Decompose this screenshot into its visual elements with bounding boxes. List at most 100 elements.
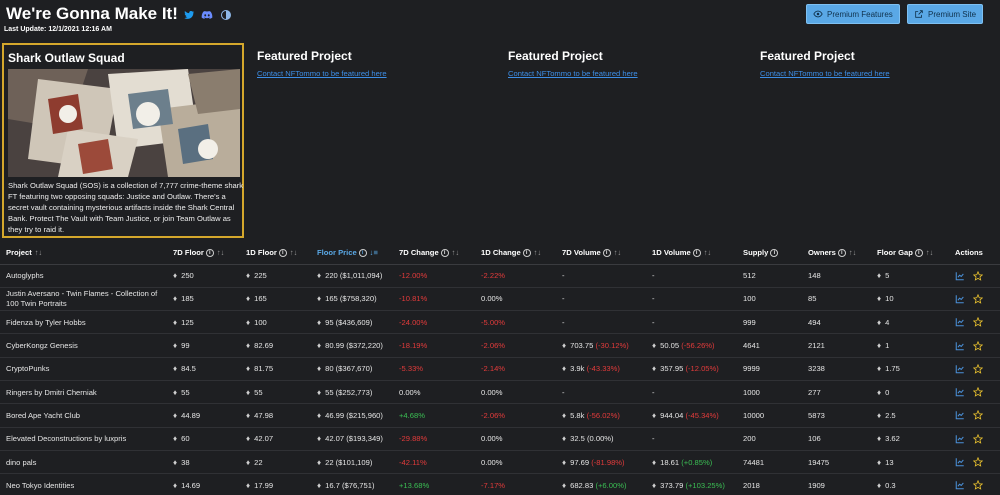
featured-contact-link[interactable]: Contact NFTommo to be featured here [508, 69, 638, 78]
eth-icon: ♦ [877, 294, 882, 304]
chart-icon[interactable] [955, 317, 965, 327]
chart-icon[interactable] [955, 457, 965, 467]
change-7d: +13.68% [393, 473, 475, 495]
discord-icon[interactable] [201, 9, 213, 21]
table-row[interactable]: Justin Aversano - Twin Flames - Collecti… [0, 287, 1000, 312]
theme-icon[interactable] [220, 9, 232, 21]
col-supply[interactable]: Supply i [737, 242, 802, 265]
volume-value: 944.04 [660, 410, 684, 420]
floor-price: ♦ 16.7 ($76,751) [311, 473, 393, 495]
spotlight-description: Shark Outlaw Squad (SOS) is a collection… [8, 181, 244, 234]
eth-icon: ♦ [562, 480, 567, 490]
eth-icon: ♦ [562, 341, 567, 351]
table-row[interactable]: Bored Ape Yacht Club ♦ 44.89 ♦ 47.98 ♦ 46.99 (… [0, 403, 1000, 428]
featured-contact-link[interactable]: Contact NFTommo to be featured here [760, 69, 890, 78]
eth-icon: ♦ [173, 294, 178, 304]
change-7d: +4.68% [393, 403, 475, 428]
chart-icon[interactable] [955, 410, 965, 420]
table-row[interactable]: Neo Tokyo Identities ♦ 14.69 ♦ 17.99 ♦ 16.7 ($… [0, 473, 1000, 495]
col-7d-change[interactable]: 7D Change i ↑↓ [393, 242, 475, 265]
twitter-icon[interactable] [183, 9, 195, 21]
chart-icon[interactable] [955, 387, 965, 397]
col-owners[interactable]: Owners i ↑↓ [802, 242, 871, 265]
floor-1d: ♦ 47.98 [240, 403, 311, 428]
chart-icon[interactable] [955, 480, 965, 490]
table-row[interactable]: CyberKongz Genesis ♦ 99 ♦ 82.69 ♦ 80.99 ($372,… [0, 333, 1000, 358]
eth-icon: ♦ [246, 271, 251, 281]
star-icon[interactable] [973, 433, 983, 444]
project-name[interactable]: Ringers by Dmitri Cherniak [0, 380, 167, 405]
col-floor-price[interactable]: Floor Price i ↓≡ [311, 242, 393, 265]
col-1d-volume[interactable]: 1D Volume i ↑↓ [646, 242, 737, 265]
featured-project-2: Featured Project Contact NFTommo to be f… [508, 49, 738, 78]
col-floor-gap[interactable]: Floor Gap i ↑↓ [871, 242, 949, 265]
volume-7d: - [556, 264, 646, 288]
floor-1d: ♦ 82.69 [240, 333, 311, 358]
eth-icon: ♦ [173, 387, 178, 397]
star-icon[interactable] [973, 480, 983, 491]
eth-icon: ♦ [652, 480, 657, 490]
floor-gap: ♦ 2.5 [871, 403, 949, 428]
table-row[interactable]: Fidenza by Tyler Hobbs ♦ 125 ♦ 100 ♦ 95 ($436,… [0, 310, 1000, 335]
actions [949, 473, 1000, 495]
star-icon[interactable] [973, 410, 983, 421]
star-icon[interactable] [973, 317, 983, 328]
floor-1d: ♦ 225 [240, 264, 311, 288]
project-name[interactable]: Fidenza by Tyler Hobbs [0, 310, 167, 335]
chart-icon[interactable] [955, 364, 965, 374]
premium-features-label: Premium Features [827, 9, 893, 19]
star-icon[interactable] [973, 340, 983, 351]
volume-1d: - [646, 310, 737, 335]
supply: 74481 [737, 450, 802, 475]
supply: 100 [737, 287, 802, 312]
featured-title: Featured Project [508, 49, 603, 63]
col-1d-change[interactable]: 1D Change i ↑↓ [475, 242, 556, 265]
project-name[interactable]: Bored Ape Yacht Club [0, 403, 167, 428]
volume-value: 703.75 [570, 341, 594, 351]
actions [949, 333, 1000, 358]
project-name[interactable]: Autoglyphs [0, 264, 167, 288]
volume-1d: - [646, 264, 737, 288]
table-row[interactable]: Ringers by Dmitri Cherniak ♦ 55 ♦ 55 ♦ 55 ($25… [0, 380, 1000, 405]
project-name[interactable]: Justin Aversano - Twin Flames - Collecti… [0, 287, 167, 312]
eth-icon: ♦ [317, 457, 322, 467]
project-name[interactable]: Elevated Deconstructions by luxpris [0, 427, 167, 451]
premium-features-button[interactable]: Premium Features [806, 4, 900, 24]
star-icon[interactable] [973, 387, 983, 397]
change-1d: -2.06% [475, 403, 556, 428]
featured-contact-link[interactable]: Contact NFTommo to be featured here [257, 69, 387, 78]
info-icon: i [522, 249, 531, 258]
eth-icon: ♦ [246, 480, 251, 490]
info-icon: i [770, 249, 779, 258]
star-icon[interactable] [973, 293, 983, 304]
star-icon[interactable] [973, 363, 983, 374]
volume-value: - [652, 434, 655, 444]
floor-7d: ♦ 99 [167, 333, 240, 358]
project-name[interactable]: dino pals [0, 450, 167, 475]
eth-icon: ♦ [317, 480, 322, 490]
table-row[interactable]: dino pals ♦ 38 ♦ 22 ♦ 22 ($101,109) -42.11% 0.00… [0, 450, 1000, 475]
col-1d-floor[interactable]: 1D Floor i ↑↓ [240, 242, 311, 265]
volume-value: 18.61 [660, 457, 680, 467]
star-icon[interactable] [973, 457, 983, 467]
col-7d-floor[interactable]: 7D Floor i ↑↓ [167, 242, 240, 265]
table-row[interactable]: Elevated Deconstructions by luxpris ♦ 60 ♦ 4… [0, 427, 1000, 451]
volume-7d: ♦ 682.83 (+6.00%) [556, 473, 646, 495]
eth-icon: ♦ [562, 434, 567, 444]
chart-icon[interactable] [955, 271, 965, 281]
project-name[interactable]: CryptoPunks [0, 357, 167, 381]
chart-icon[interactable] [955, 434, 965, 444]
chart-icon[interactable] [955, 341, 965, 351]
premium-site-button[interactable]: Premium Site [907, 4, 984, 24]
col-7d-volume[interactable]: 7D Volume i ↑↓ [556, 242, 646, 265]
project-name[interactable]: Neo Tokyo Identities [0, 473, 167, 495]
volume-1d: - [646, 427, 737, 451]
col-project[interactable]: Project ↑↓ [0, 242, 167, 265]
project-name[interactable]: CyberKongz Genesis [0, 333, 167, 358]
chart-icon[interactable] [955, 294, 965, 304]
table-row[interactable]: CryptoPunks ♦ 84.5 ♦ 81.75 ♦ 80 ($367,670) -5.3… [0, 357, 1000, 381]
spotlight-card[interactable]: Shark Outlaw Squad Shark Outlaw Squad (S… [2, 43, 244, 238]
volume-1d: ♦ 944.04 (-45.34%) [646, 403, 737, 428]
table-row[interactable]: Autoglyphs ♦ 250 ♦ 225 ♦ 220 ($1,011,094) -12.0… [0, 264, 1000, 288]
star-icon[interactable] [973, 270, 983, 281]
